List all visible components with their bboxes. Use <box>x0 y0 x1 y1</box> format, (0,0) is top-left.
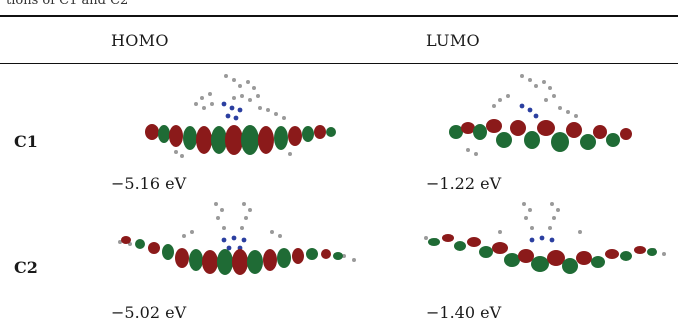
row-label-c2: C2 <box>14 258 38 277</box>
table-top-rule <box>0 15 678 17</box>
column-header-homo: HOMO <box>111 31 169 50</box>
c1-homo-energy: −5.16 eV <box>111 174 187 193</box>
table-header-rule <box>0 63 678 64</box>
c2-homo-energy: −5.02 eV <box>111 303 187 322</box>
caption-fragment: tions of C1 and C2 <box>6 0 129 8</box>
c2-lumo-orbital-image <box>420 200 670 292</box>
c2-homo-orbital-image <box>112 200 362 292</box>
c1-homo-orbital-image <box>140 70 340 165</box>
c1-lumo-orbital-image <box>438 70 638 165</box>
c1-lumo-energy: −1.22 eV <box>426 174 502 193</box>
c2-lumo-energy: −1.40 eV <box>426 303 502 322</box>
column-header-lumo: LUMO <box>426 31 480 50</box>
row-label-c1: C1 <box>14 132 38 151</box>
